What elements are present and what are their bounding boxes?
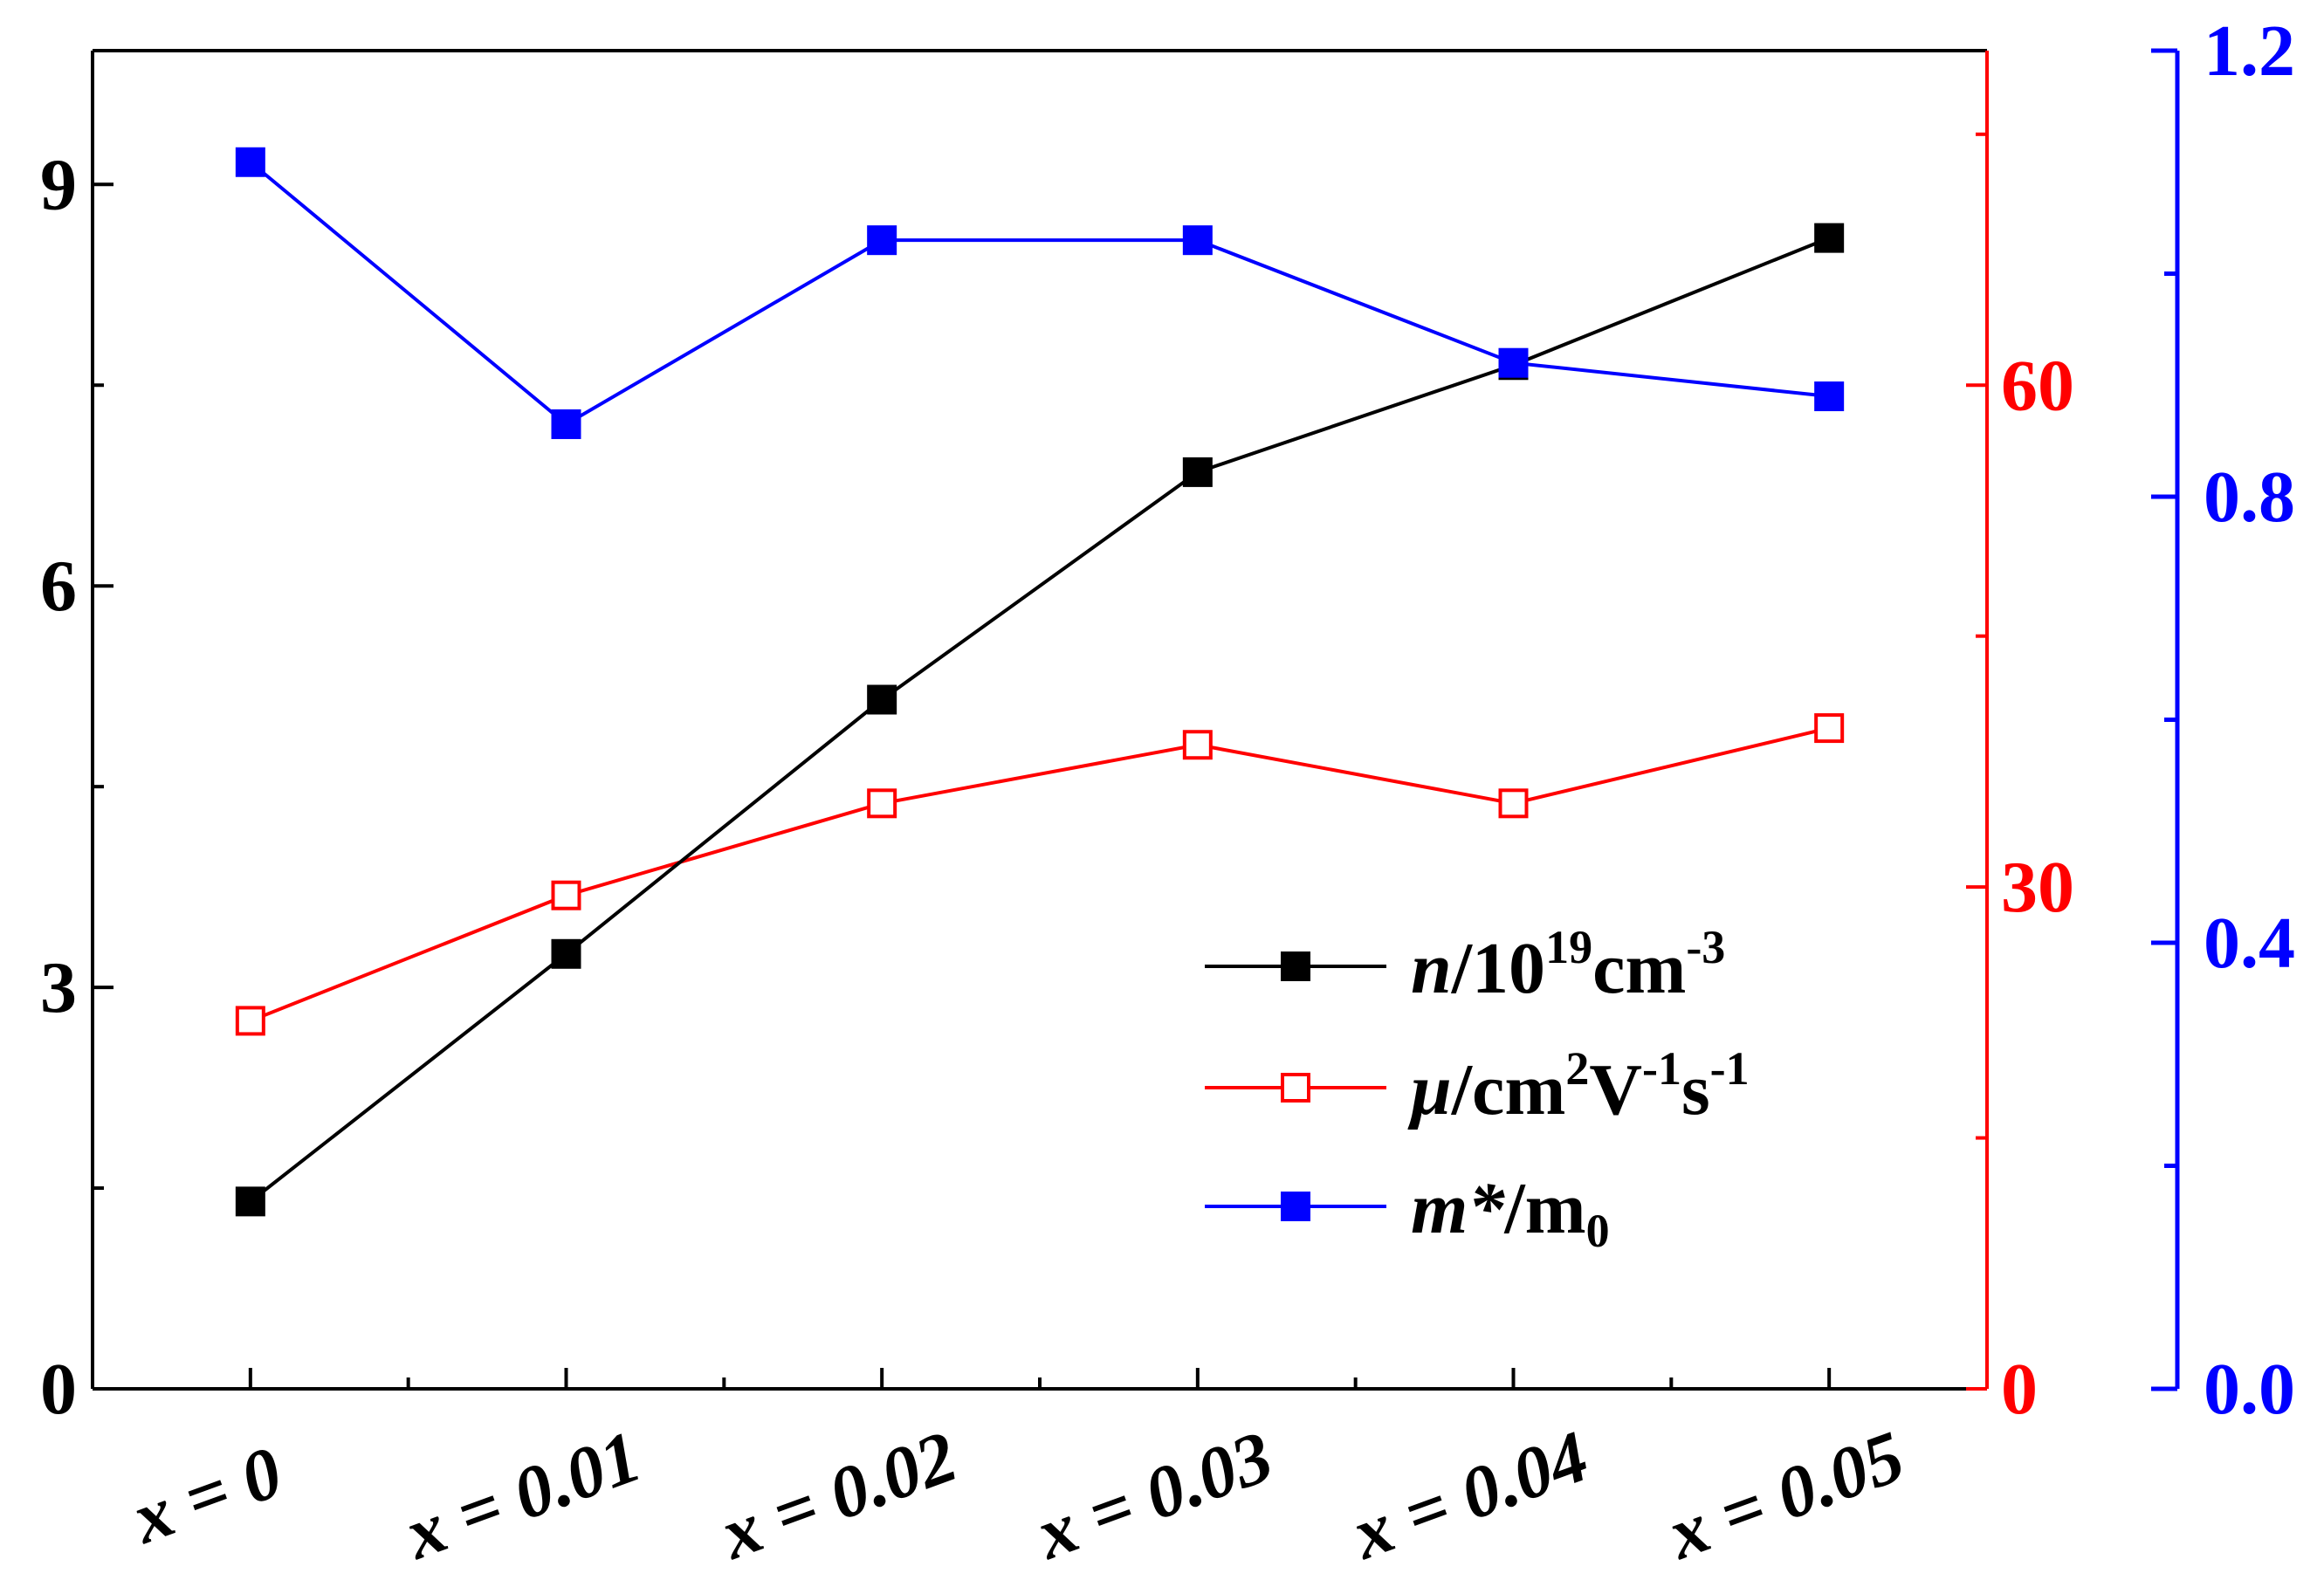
legend-label-part: 19	[1545, 921, 1592, 973]
far-right-tick-label: 0.8	[2204, 457, 2295, 538]
left-axis: 0 3 6 9	[40, 144, 113, 1430]
x-category-label: x = 0.04	[1340, 1416, 1599, 1576]
data-point	[551, 880, 581, 910]
series-line	[249, 236, 1830, 1203]
data-point	[1814, 713, 1845, 744]
data-point	[1182, 730, 1213, 760]
legend-label-part: 2	[1565, 1042, 1589, 1095]
data-point	[551, 409, 581, 439]
series-1	[235, 713, 1845, 1036]
far-right-tick-label: 1.2	[2204, 10, 2295, 92]
legend-label-symbol: n	[1411, 928, 1452, 1009]
legend-entry-1: μ/cm2V-1s-1	[1205, 1042, 1750, 1130]
legend-entry-2: m*/m0	[1205, 1168, 1610, 1257]
data-point	[1498, 788, 1529, 819]
left-tick-label: 9	[40, 144, 77, 225]
data-point	[551, 938, 581, 969]
data-point	[867, 684, 897, 715]
legend-label-symbol: m*	[1411, 1168, 1505, 1249]
legend-label: n/1019cm-3	[1411, 921, 1725, 1009]
x-axis: x = 0 x = 0.01 x = 0.02 x = 0.03 x = 0.04 x =…	[120, 1368, 1915, 1576]
legend-entry-0: n/1019cm-3	[1205, 921, 1725, 1009]
legend-label-part: 0	[1586, 1205, 1610, 1257]
legend-label-part: cm	[1592, 928, 1686, 1009]
data-point	[235, 147, 265, 177]
legend-label-part: V	[1589, 1049, 1642, 1130]
data-point	[235, 1006, 265, 1036]
legend-label-part: -1	[1710, 1042, 1750, 1095]
right-tick-label: 0	[2001, 1349, 2038, 1430]
legend-label-part: -1	[1642, 1042, 1681, 1095]
legend-label-part: /m	[1503, 1168, 1585, 1249]
far-right-axis: 0.0 0.4 0.8 1.2	[2151, 10, 2295, 1430]
legend-label-part: s	[1681, 1049, 1710, 1130]
data-point	[1182, 225, 1213, 256]
data-point	[867, 225, 897, 256]
x-category-label: x = 0.03	[1025, 1416, 1283, 1576]
right-axis: 0 30 60	[1966, 51, 2074, 1430]
x-category-label: x = 0.02	[709, 1416, 967, 1576]
x-category-label: x = 0.01	[393, 1416, 651, 1576]
data-point	[1814, 381, 1845, 412]
series-layer	[235, 147, 1845, 1217]
data-point	[235, 1186, 265, 1217]
series-2	[235, 147, 1845, 439]
right-tick-label: 30	[2001, 847, 2074, 928]
data-point	[867, 788, 897, 819]
plot-frame	[91, 49, 1987, 1391]
legend-marker	[1281, 951, 1310, 981]
data-point	[1182, 457, 1213, 487]
legend-label: m*/m0	[1411, 1168, 1610, 1257]
data-point	[1814, 223, 1845, 253]
data-point	[1498, 347, 1529, 378]
x-category-label: x = 0	[120, 1432, 292, 1561]
left-tick-label: 0	[40, 1349, 77, 1430]
series-line	[250, 726, 1830, 1023]
x-category-label: x = 0.05	[1656, 1416, 1915, 1576]
legend-label-part: /10	[1451, 928, 1545, 1009]
right-tick-label: 60	[2001, 345, 2074, 426]
left-tick-label: 6	[40, 546, 77, 627]
legend-label-part: -3	[1686, 921, 1725, 973]
far-right-tick-label: 0.0	[2204, 1349, 2295, 1430]
series-line	[249, 161, 1830, 427]
legend-label-symbol: μ	[1407, 1049, 1452, 1130]
far-right-tick-label: 0.4	[2204, 903, 2295, 984]
legend-marker	[1281, 1073, 1310, 1103]
legend-marker	[1281, 1192, 1310, 1221]
left-tick-label: 3	[40, 947, 77, 1028]
legend-label: μ/cm2V-1s-1	[1407, 1042, 1750, 1130]
legend: n/1019cm-3μ/cm2V-1s-1m*/m0	[1205, 921, 1750, 1257]
legend-label-part: /cm	[1451, 1049, 1566, 1130]
